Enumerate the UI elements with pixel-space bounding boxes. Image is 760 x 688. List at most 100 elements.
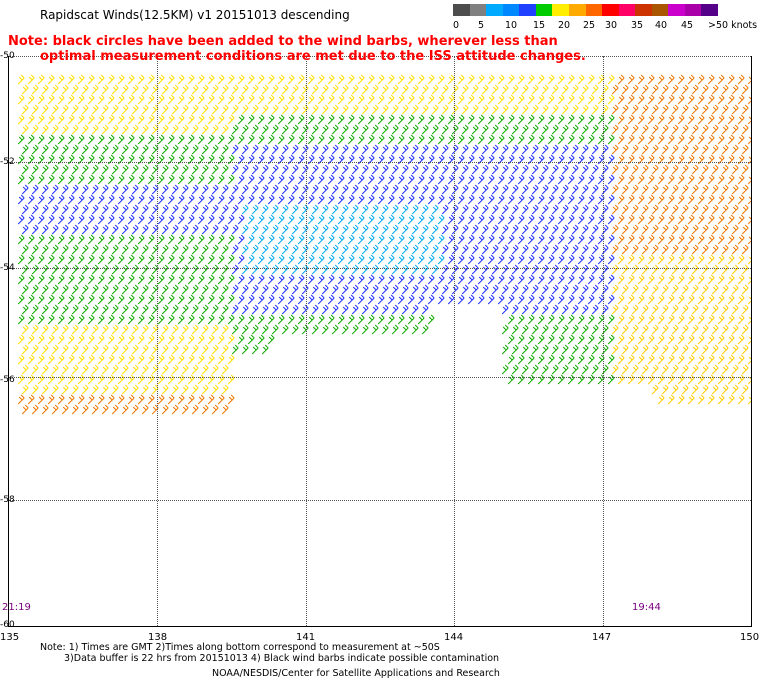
wind-barb	[191, 204, 199, 215]
wind-barb	[127, 174, 135, 185]
wind-barb	[657, 274, 665, 285]
wind-barb	[381, 284, 389, 295]
wind-barb	[361, 244, 369, 255]
wind-barb	[117, 74, 125, 85]
wind-barb	[521, 204, 529, 215]
wind-barb	[381, 124, 389, 135]
wind-barb	[721, 144, 729, 155]
wind-barb	[417, 134, 425, 145]
wind-barb	[481, 84, 489, 95]
wind-barb	[101, 244, 109, 255]
wind-barb	[51, 384, 59, 395]
wind-barb	[207, 194, 215, 205]
wind-barb	[317, 274, 325, 285]
wind-barb	[67, 274, 75, 285]
wind-barb	[131, 384, 139, 395]
wind-barb	[247, 194, 255, 205]
wind-barb	[167, 114, 175, 125]
wind-barb	[577, 314, 585, 325]
wind-barb	[731, 364, 739, 375]
wind-barb	[381, 144, 389, 155]
wind-barb	[431, 164, 439, 175]
wind-barb	[521, 304, 529, 315]
wind-barb	[581, 344, 589, 355]
wind-barb	[31, 284, 39, 295]
wind-barb	[367, 214, 375, 225]
wind-barb	[611, 144, 619, 155]
wind-barb	[237, 314, 245, 325]
wind-barb	[351, 284, 359, 295]
wind-barb	[641, 324, 649, 335]
wind-barb	[561, 104, 569, 115]
wind-barb	[571, 264, 579, 275]
wind-barb	[477, 174, 485, 185]
wind-barb	[707, 354, 715, 365]
wind-barb	[31, 404, 39, 415]
wind-barb	[177, 254, 185, 265]
wind-barb	[171, 244, 179, 255]
wind-barb	[711, 244, 719, 255]
wind-barb	[731, 244, 739, 255]
wind-barb	[721, 264, 729, 275]
wind-barb	[521, 244, 529, 255]
wind-barb	[27, 234, 35, 245]
wind-barb	[237, 294, 245, 305]
wind-barb	[527, 294, 535, 305]
wind-barb	[477, 74, 485, 85]
wind-barb	[737, 194, 745, 205]
wind-barb	[97, 174, 105, 185]
wind-barb	[191, 84, 199, 95]
wind-barb	[681, 104, 689, 115]
wind-barb	[681, 284, 689, 295]
wind-barb	[181, 124, 189, 135]
wind-barb	[731, 384, 739, 395]
wind-barb	[157, 154, 165, 165]
wind-barb	[111, 204, 119, 215]
wind-barb	[231, 144, 239, 155]
wind-barb	[707, 174, 715, 185]
wind-barb	[27, 274, 35, 285]
wind-barb	[517, 334, 525, 345]
wind-barb	[631, 84, 639, 95]
wind-barb	[241, 164, 249, 175]
wind-barb	[421, 124, 429, 135]
wind-barb	[171, 284, 179, 295]
wind-barb	[87, 354, 95, 365]
wind-barb	[717, 134, 725, 145]
wind-barb	[237, 194, 245, 205]
wind-barb	[241, 284, 249, 295]
wind-barb	[91, 344, 99, 355]
wind-barb	[407, 214, 415, 225]
wind-barb	[371, 104, 379, 115]
wind-barb	[721, 124, 729, 135]
wind-barb	[447, 214, 455, 225]
wind-barb	[611, 304, 619, 315]
wind-barb	[71, 164, 79, 175]
wind-barb	[511, 144, 519, 155]
wind-barb	[481, 264, 489, 275]
wind-barb	[497, 214, 505, 225]
wind-barb	[441, 224, 449, 235]
wind-barb	[167, 274, 175, 285]
wind-barb	[407, 194, 415, 205]
wind-barb	[747, 315, 751, 325]
wind-barb	[327, 254, 335, 265]
wind-barb	[677, 174, 685, 185]
wind-barb	[381, 224, 389, 235]
wind-barb	[477, 294, 485, 305]
wind-barb	[717, 254, 725, 265]
wind-barb	[437, 274, 445, 285]
wind-barb	[661, 264, 669, 275]
wind-barb	[51, 264, 59, 275]
wind-barb	[101, 364, 109, 375]
wind-barb	[537, 254, 545, 265]
wind-barb	[217, 214, 225, 225]
wind-barb	[407, 114, 415, 125]
wind-barb	[727, 274, 735, 285]
wind-barb	[401, 184, 409, 195]
wind-barb	[491, 204, 499, 215]
wind-barb	[157, 114, 165, 125]
wind-barb	[217, 174, 225, 185]
time-label-left: 21:19	[2, 602, 31, 613]
wind-barb	[71, 204, 79, 215]
